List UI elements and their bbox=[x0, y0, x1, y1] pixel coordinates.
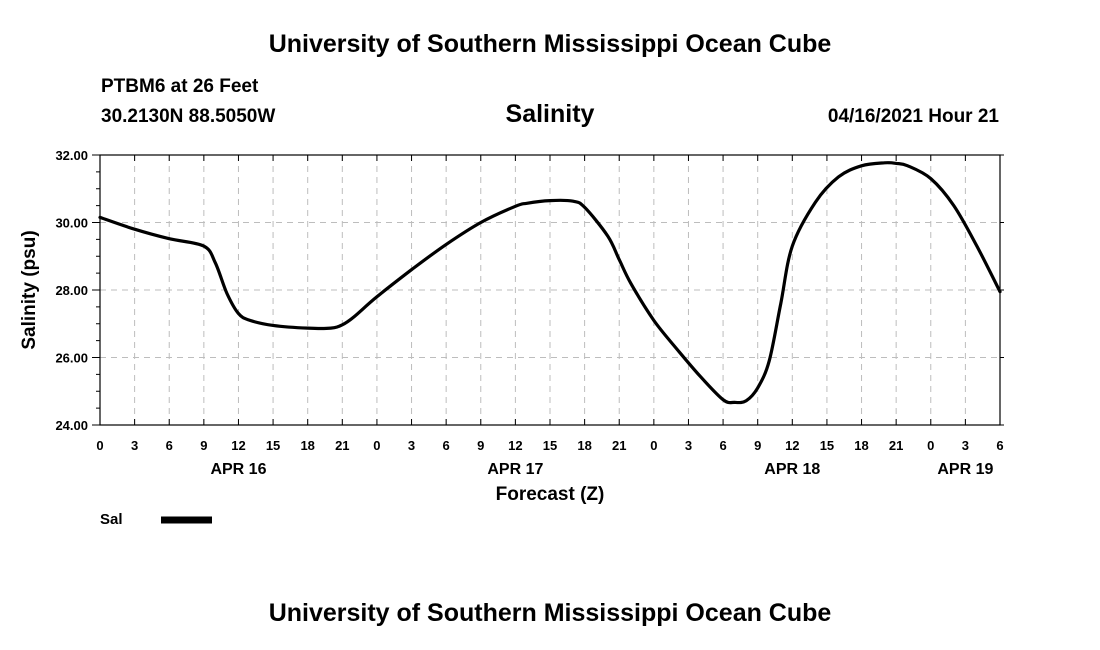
x-tick-label: 12 bbox=[231, 438, 245, 453]
x-tick-label: 15 bbox=[543, 438, 557, 453]
run-time-label: 04/16/2021 Hour 21 bbox=[827, 106, 999, 127]
x-tick-label: 12 bbox=[785, 438, 799, 453]
date-label: APR 18 bbox=[764, 461, 820, 478]
x-axis-label: Forecast (Z) bbox=[496, 484, 605, 505]
legend-label-sal: Sal bbox=[100, 511, 123, 528]
lat-lon-label: 30.2130N 88.5050W bbox=[101, 106, 276, 127]
x-tick-label: 0 bbox=[373, 438, 380, 453]
grid-lines bbox=[100, 155, 1000, 425]
x-tick-label: 3 bbox=[131, 438, 138, 453]
axis-ticks bbox=[92, 154, 1004, 426]
x-tick-label: 21 bbox=[889, 438, 903, 453]
x-tick-label: 0 bbox=[96, 438, 103, 453]
series-lines bbox=[98, 161, 1002, 405]
bottom-title: University of Southern Mississippi Ocean… bbox=[268, 599, 832, 627]
station-label: PTBM6 at 26 Feet bbox=[101, 76, 259, 97]
date-label: APR 16 bbox=[210, 461, 266, 478]
y-tick-label: 24.00 bbox=[55, 418, 88, 433]
x-tick-label: 9 bbox=[200, 438, 207, 453]
x-tick-label: 18 bbox=[577, 438, 591, 453]
x-tick-label: 18 bbox=[300, 438, 314, 453]
x-tick-label: 21 bbox=[612, 438, 626, 453]
x-tick-label: 3 bbox=[962, 438, 969, 453]
x-tick-label: 0 bbox=[650, 438, 657, 453]
x-tick-label: 3 bbox=[408, 438, 415, 453]
date-label: APR 19 bbox=[937, 461, 993, 478]
x-tick-label: 18 bbox=[854, 438, 868, 453]
x-tick-label: 6 bbox=[443, 438, 450, 453]
y-tick-label: 28.00 bbox=[55, 283, 88, 298]
series-line-sal bbox=[98, 161, 1002, 405]
y-tick-label: 32.00 bbox=[55, 148, 88, 163]
x-tick-label: 21 bbox=[335, 438, 349, 453]
x-tick-label: 9 bbox=[754, 438, 761, 453]
y-tick-label: 30.00 bbox=[55, 216, 88, 231]
tick-labels: 0 3 6 9 12 15 18 21 0 3 6 9 12 15 18 21 0 3 6 9 12 15 18 21 0 3 6 2… bbox=[55, 148, 1003, 478]
y-axis-label: Salinity (psu) bbox=[19, 230, 40, 349]
x-tick-label: 6 bbox=[719, 438, 726, 453]
x-tick-label: 6 bbox=[996, 438, 1003, 453]
x-tick-label: 15 bbox=[820, 438, 834, 453]
x-tick-label: 15 bbox=[266, 438, 280, 453]
x-tick-label: 9 bbox=[477, 438, 484, 453]
x-tick-label: 0 bbox=[927, 438, 934, 453]
y-tick-label: 26.00 bbox=[55, 351, 88, 366]
x-tick-label: 12 bbox=[508, 438, 522, 453]
x-tick-label: 6 bbox=[166, 438, 173, 453]
date-label: APR 17 bbox=[487, 461, 543, 478]
top-title: University of Southern Mississippi Ocean… bbox=[268, 30, 832, 58]
chart-title: Salinity bbox=[505, 100, 595, 128]
x-tick-label: 3 bbox=[685, 438, 692, 453]
